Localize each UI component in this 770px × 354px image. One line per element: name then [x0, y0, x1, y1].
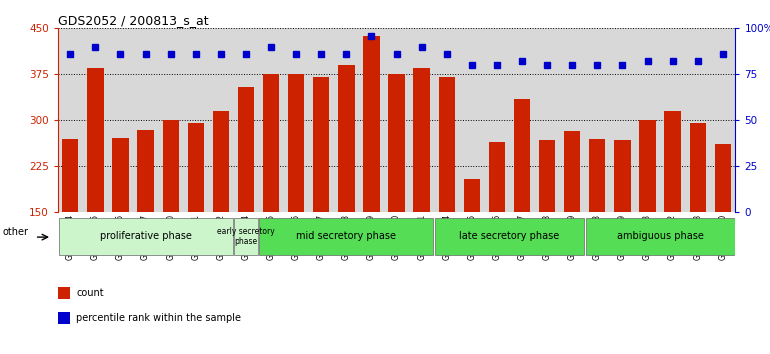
Bar: [188, 124, 204, 304]
Bar: [162, 120, 179, 304]
Bar: [288, 74, 304, 304]
Bar: [87, 68, 103, 304]
Bar: [112, 138, 129, 304]
Text: mid secretory phase: mid secretory phase: [296, 231, 397, 241]
Text: ambiguous phase: ambiguous phase: [617, 231, 704, 241]
Text: GDS2052 / 200813_s_at: GDS2052 / 200813_s_at: [58, 14, 209, 27]
Text: other: other: [3, 227, 29, 237]
Bar: [58, 312, 69, 324]
Bar: [639, 120, 656, 304]
Bar: [539, 140, 555, 304]
Bar: [464, 179, 480, 304]
Bar: [59, 218, 233, 255]
Bar: [614, 140, 631, 304]
Bar: [690, 124, 706, 304]
Bar: [413, 68, 430, 304]
Text: proliferative phase: proliferative phase: [99, 231, 192, 241]
Text: count: count: [76, 288, 104, 298]
Bar: [259, 218, 434, 255]
Bar: [238, 87, 254, 304]
Bar: [388, 74, 405, 304]
Bar: [363, 36, 380, 304]
Bar: [665, 111, 681, 304]
Bar: [514, 99, 531, 304]
Bar: [489, 142, 505, 304]
Bar: [137, 130, 154, 304]
Text: percentile rank within the sample: percentile rank within the sample: [76, 313, 241, 322]
Bar: [439, 78, 455, 304]
Bar: [313, 78, 330, 304]
Bar: [234, 218, 258, 255]
Bar: [435, 218, 584, 255]
Bar: [589, 139, 605, 304]
Text: early secretory
phase: early secretory phase: [217, 227, 275, 246]
Bar: [585, 218, 735, 255]
Bar: [338, 65, 354, 304]
Bar: [715, 144, 731, 304]
Text: late secretory phase: late secretory phase: [460, 231, 560, 241]
Bar: [213, 111, 229, 304]
Bar: [564, 131, 581, 304]
Bar: [58, 287, 69, 299]
Bar: [263, 74, 280, 304]
Bar: [62, 139, 79, 304]
